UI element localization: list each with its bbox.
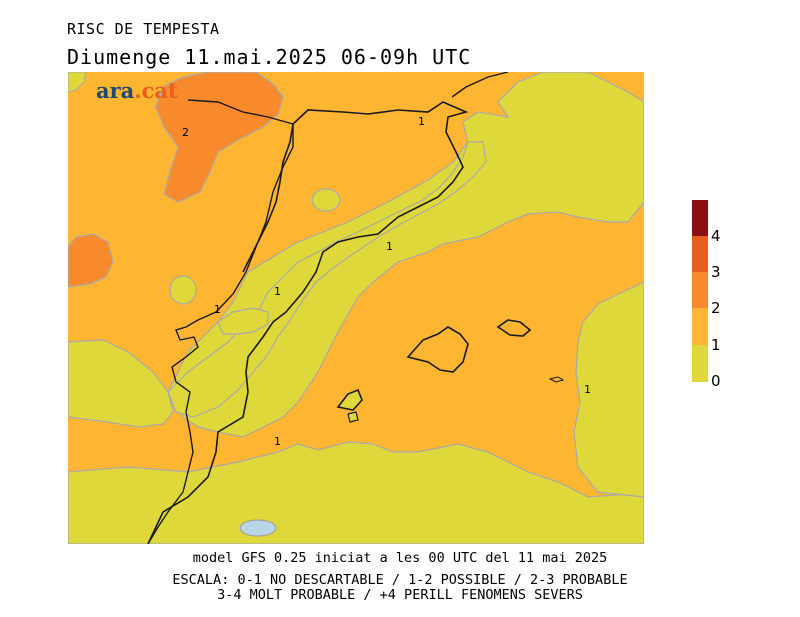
scale-description-line1: ESCALA: 0-1 NO DESCARTABLE / 1-2 POSSIBL… [172,572,628,588]
contour-label: 1 [274,435,281,448]
scale-band-0-1 [692,345,708,382]
risk-area-0-1-west-ridge [217,307,269,335]
map-subtitle: Diumenge 11.mai.2025 06-09h UTC [67,45,472,69]
risk-area-0-1-topleft-corner [68,72,87,93]
island-mallorca [406,326,469,373]
model-info: model GFS 0.25 iniciat a les 00 UTC del … [192,550,608,566]
national-border-north [451,72,509,98]
scale-band-4-plus [692,200,708,236]
scale-band-2-3 [692,272,708,308]
scale-label-0: 0 [711,372,721,390]
map-title: RISC DE TEMPESTA [67,20,220,38]
scale-band-3-4 [692,236,708,272]
scale-description-line2: 3-4 MOLT PROBABLE / +4 PERILL FENOMENS S… [217,587,583,603]
contour-label: 1 [214,303,221,316]
risk-area-0-1-southwest [68,441,644,544]
risk-area-0-1-west-patch [169,275,197,305]
risk-area-2-3-west [68,233,114,288]
brand-suffix: .cat [134,78,178,103]
brand-logo: ara.cat [96,78,178,103]
contour-label: 1 [274,285,281,298]
island-ibiza [336,388,363,411]
risk-area-0-1-north-patch [311,188,341,212]
scale-label-3: 3 [711,263,721,281]
risk-area-0-1-left-band [68,339,174,428]
brand-name: ara [96,78,135,103]
contour-label: 1 [386,240,393,253]
scale-band-1-2 [692,308,708,345]
risk-area-0-1-right-edge [573,281,644,498]
contour-label: 2 [182,126,189,139]
lake [239,519,277,537]
scale-label-1: 1 [711,336,721,354]
storm-risk-map: 2 1 1 1 1 1 1 [68,72,644,544]
risk-area-0-1-coast-strip [167,141,487,418]
risk-area-2-3-north [155,72,284,203]
coastline [147,101,469,544]
contour-label: 1 [584,383,591,396]
island-menorca [496,319,532,337]
island-formentera [347,411,359,423]
contour-label: 1 [418,115,425,128]
country-border [147,99,294,544]
scale-label-4: 4 [711,227,721,245]
scale-label-2: 2 [711,299,721,317]
island-cabrera [548,376,565,383]
risk-color-scale [692,200,708,382]
